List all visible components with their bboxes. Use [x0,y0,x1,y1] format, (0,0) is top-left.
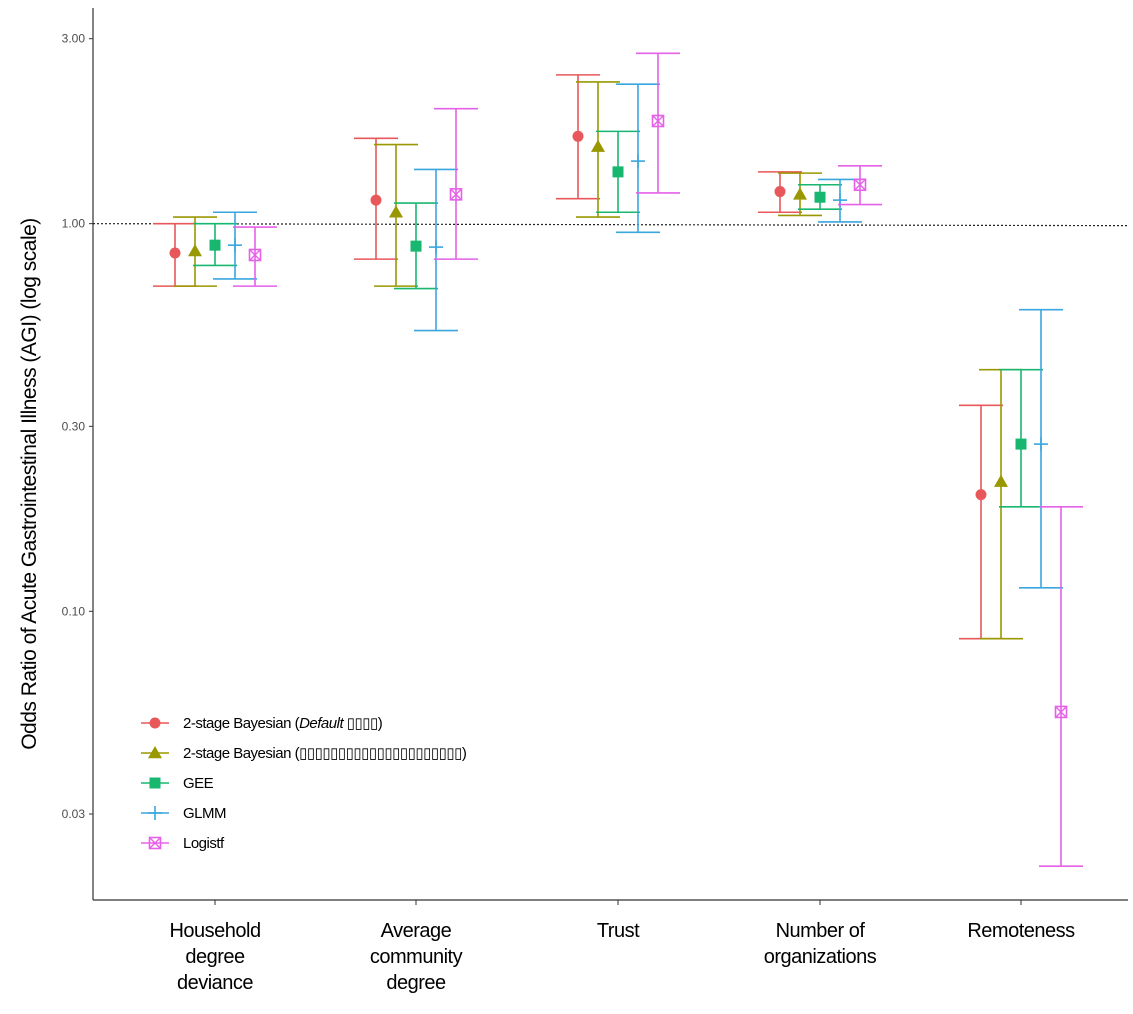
point-marker [975,489,987,501]
point-marker [389,205,403,218]
y-tick-label: 1.00 [62,217,86,231]
axes: 0.03 0.10 0.30 1.00 3.00 Odds Ratio of Acute … [18,8,1128,994]
point-marker [169,247,181,259]
point-marker [1015,438,1027,450]
y-axis-title: Odds Ratio of Acute Gastrointestinal Ill… [18,218,41,750]
point-marker [814,191,826,203]
x-category-label: organizations [764,946,877,968]
x-category-label: community [370,946,463,968]
legend-item-3: GEE [141,775,214,792]
reference-line-group [92,223,1129,227]
y-tick-label: 0.10 [62,604,86,618]
series-4 [213,83,1063,589]
series-5 [233,52,1083,868]
point-marker [450,188,462,201]
legend-label-part: GEE [183,775,214,792]
x-category-label: deviance [177,972,253,994]
y-tick-label: 0.03 [62,807,86,821]
point-marker [591,139,605,152]
point-marker [853,178,867,192]
legend-item-5: Logistf [141,835,226,852]
point-marker [774,186,786,198]
x-category-label: degree [386,972,446,994]
legend-label-part: ▯▯▯▯) [343,715,383,732]
series-group [153,52,1083,868]
point-marker [149,837,161,849]
point-marker [188,244,202,257]
legend-label: 2-stage Bayesian (Default ▯▯▯▯) [183,715,383,732]
legend-label: Logistf [183,835,225,852]
legend-label: 2-stage Bayesian (▯▯▯▯▯▯▯▯▯▯▯▯▯▯▯▯▯▯▯▯▯) [183,745,467,762]
point-marker [449,188,463,201]
legend-item-4: GLMM [141,805,227,822]
point-marker [1055,705,1067,718]
point-marker [410,240,422,252]
series-1 [153,74,1003,640]
point-marker [572,130,584,142]
point-marker [249,249,261,262]
legend-label-part: GLMM [183,805,226,822]
point-marker [651,114,665,128]
legend-label-part: Default [299,715,344,732]
y-tick-label: 0.30 [62,419,86,433]
x-category-label: Household [169,920,260,942]
x-category-label: Average [381,920,452,942]
point-marker [370,194,382,206]
point-marker [652,114,664,127]
point-marker [994,474,1008,487]
series-2 [173,81,1023,640]
point-marker [149,717,161,729]
legend-label: GEE [183,775,214,792]
point-marker [209,239,221,251]
legend-label: GLMM [183,805,226,822]
point-marker [612,166,624,178]
series-3 [193,130,1043,508]
legend-label-part: Logistf [183,835,225,852]
legend: 2-stage Bayesian (Default ▯▯▯▯)2-stage B… [141,715,467,852]
x-category-label: degree [185,946,245,968]
x-category-label: Number of [776,920,866,942]
point-marker [148,746,162,759]
x-category-label: Trust [597,920,640,942]
point-marker [248,248,262,262]
legend-label-part: 2-stage Bayesian (▯▯▯▯▯▯▯▯▯▯▯▯▯▯▯▯▯▯▯▯▯) [183,745,467,762]
point-marker [148,836,162,850]
legend-item-2: 2-stage Bayesian (▯▯▯▯▯▯▯▯▯▯▯▯▯▯▯▯▯▯▯▯▯) [141,745,467,762]
point-marker [149,777,161,789]
point-marker [793,187,807,200]
x-category-label: Remoteness [967,920,1075,942]
point-marker [854,178,866,191]
legend-item-1: 2-stage Bayesian (Default ▯▯▯▯) [141,715,383,732]
y-tick-label: 3.00 [62,32,86,46]
reference-line [92,223,1129,227]
legend-label-part: 2-stage Bayesian ( [183,715,300,732]
point-marker [1054,705,1068,719]
